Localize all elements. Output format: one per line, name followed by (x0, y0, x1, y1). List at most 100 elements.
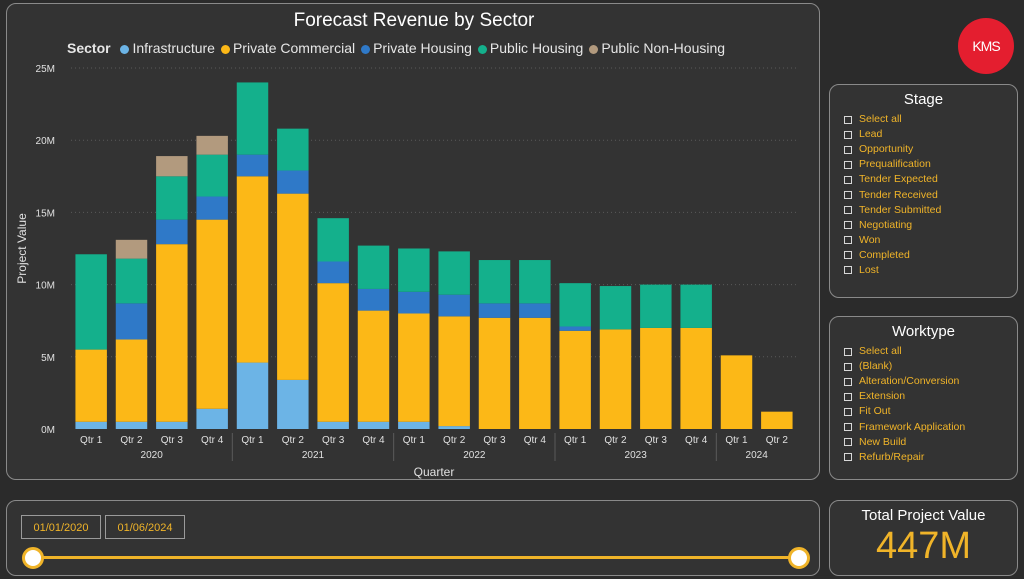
legend-item[interactable]: Public Housing (477, 40, 584, 56)
stage-option[interactable]: Lead (844, 127, 1017, 142)
legend-marker (120, 44, 130, 54)
date-slider-end-handle[interactable] (788, 547, 810, 569)
bar-segment (640, 284, 672, 328)
bar-segment (559, 283, 591, 327)
bar-segment (317, 261, 349, 284)
checkbox[interactable] (844, 160, 852, 169)
y-tick-label: 0M (41, 425, 55, 436)
bar-segment (115, 303, 148, 340)
year-label: 2024 (746, 450, 769, 461)
y-tick-label: 15M (36, 208, 55, 219)
stage-slicer: Stage Select all Lead Opportunity Prequalif… (829, 84, 1018, 298)
legend-label: Private Housing (373, 40, 472, 56)
bar-segment (277, 128, 309, 171)
worktype-option[interactable]: (Blank) (844, 359, 1017, 374)
stage-slicer-title: Stage (903, 91, 944, 108)
legend-item[interactable]: Public Non-Housing (589, 40, 725, 56)
bar-segment (277, 379, 309, 429)
stage-option[interactable]: Select all (844, 112, 1017, 127)
worktype-option[interactable]: Select all (844, 344, 1017, 359)
checkbox[interactable] (844, 130, 852, 139)
total-label: Total Project Value (861, 507, 986, 524)
x-tick-label: Qtr 4 (362, 435, 385, 446)
checkbox[interactable] (844, 221, 852, 230)
bar-segment (640, 327, 672, 429)
checkbox[interactable] (844, 362, 852, 371)
checkbox[interactable] (844, 347, 852, 356)
worktype-option-label: Refurb/Repair (859, 450, 925, 463)
legend-item[interactable]: Private Commercial (220, 40, 355, 56)
worktype-option[interactable]: Refurb/Repair (844, 450, 1017, 465)
bar-segment (398, 248, 430, 292)
checkbox[interactable] (844, 236, 852, 245)
kms-logo: KMS (958, 18, 1014, 74)
checkbox[interactable] (844, 377, 852, 386)
checkbox[interactable] (844, 206, 852, 215)
worktype-option-label: New Build (859, 435, 907, 448)
stage-option[interactable]: Prequalification (844, 157, 1017, 172)
checkbox[interactable] (844, 251, 852, 260)
stage-option[interactable]: Lost (844, 263, 1017, 278)
x-tick-label: Qtr 4 (685, 435, 708, 446)
checkbox[interactable] (844, 145, 852, 154)
bar-segment (438, 251, 470, 295)
stage-option[interactable]: Opportunity (844, 142, 1017, 157)
date-slider-start-handle[interactable] (22, 547, 44, 569)
checkbox[interactable] (844, 438, 852, 447)
worktype-option-label: Fit Out (859, 405, 891, 418)
bar-segment (75, 421, 107, 429)
checkbox[interactable] (844, 175, 852, 184)
worktype-option[interactable]: Fit Out (844, 404, 1017, 419)
bar-segment (599, 286, 632, 330)
worktype-option[interactable]: Alteration/Conversion (844, 374, 1017, 389)
bar-segment (559, 326, 591, 331)
worktype-option[interactable]: Extension (844, 389, 1017, 404)
bar-segment (156, 156, 188, 177)
checkbox[interactable] (844, 266, 852, 275)
x-tick-label: Qtr 3 (161, 435, 184, 446)
worktype-option[interactable]: New Build (844, 435, 1017, 450)
bar-segment (519, 260, 551, 304)
worktype-option-label: Select all (859, 345, 902, 358)
bar-segment (398, 313, 430, 422)
stage-option[interactable]: Tender Expected (844, 172, 1017, 187)
end-date-input[interactable]: 01/06/2024 (105, 515, 185, 539)
total-project-value-card: Total Project Value 447M (829, 500, 1018, 576)
y-tick-label: 10M (36, 281, 55, 292)
checkbox[interactable] (844, 392, 852, 401)
legend-item[interactable]: Private Housing (361, 40, 472, 56)
bar-segment (478, 303, 511, 318)
bar-segment (317, 421, 349, 429)
checkbox[interactable] (844, 407, 852, 416)
stage-option[interactable]: Completed (844, 248, 1017, 263)
bar-segment (438, 316, 470, 427)
checkbox[interactable] (844, 423, 852, 432)
start-date-input[interactable]: 01/01/2020 (21, 515, 101, 539)
stage-option[interactable]: Tender Received (844, 187, 1017, 202)
date-slider-track[interactable] (31, 556, 799, 559)
x-tick-label: Qtr 2 (120, 435, 143, 446)
stage-option[interactable]: Won (844, 233, 1017, 248)
stage-option[interactable]: Negotiating (844, 218, 1017, 233)
x-tick-label: Qtr 3 (322, 435, 345, 446)
stage-option[interactable]: Tender Submitted (844, 203, 1017, 218)
total-value: 447M (875, 525, 972, 567)
checkbox[interactable] (844, 453, 852, 462)
y-tick-label: 25M (36, 64, 55, 75)
checkbox[interactable] (844, 115, 852, 124)
bar-segment (478, 260, 511, 304)
bar-segment (115, 258, 148, 304)
legend-label: Public Housing (489, 40, 584, 56)
x-tick-label: Qtr 3 (483, 435, 506, 446)
chart-legend: Sector Infrastructure Private Commercial P… (67, 40, 731, 56)
bar-segment (236, 362, 269, 429)
stage-option-label: Tender Submitted (859, 203, 942, 216)
x-tick-label: Qtr 1 (241, 435, 264, 446)
checkbox[interactable] (844, 191, 852, 200)
bar-segment (196, 196, 228, 220)
x-tick-label: Qtr 4 (524, 435, 547, 446)
worktype-option[interactable]: Framework Application (844, 419, 1017, 434)
legend-label: Public Non-Housing (601, 40, 726, 56)
worktype-option-label: Framework Application (859, 420, 966, 433)
legend-item[interactable]: Infrastructure (120, 40, 215, 56)
